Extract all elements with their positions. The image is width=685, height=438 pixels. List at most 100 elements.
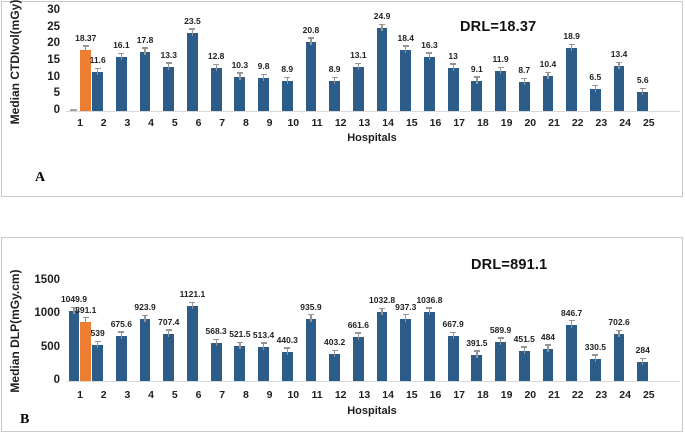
data-label-hospital-9: 513.4 — [252, 329, 275, 340]
error-bar-stem — [381, 24, 383, 31]
x-tick-label: 11 — [311, 117, 323, 129]
error-bar-stem — [499, 67, 502, 75]
bar-drl — [80, 321, 92, 381]
bar-hospital-14 — [376, 28, 388, 111]
y-tick-label: 5 — [53, 87, 60, 100]
data-label-hospital-8: 10.3 — [231, 59, 249, 70]
x-tick-label: 19 — [500, 117, 513, 129]
data-label-hospital-12: 8.9 — [328, 64, 341, 75]
data-label-hospital-5: 707.4 — [158, 316, 180, 327]
error-bar-stem — [523, 78, 525, 85]
bar-hospital-9 — [258, 346, 269, 381]
x-tick-label: 3 — [124, 389, 131, 401]
error-bar-cap — [82, 45, 89, 47]
y-tick-label: 1500 — [34, 274, 60, 286]
x-tick-label: 14 — [382, 117, 394, 129]
error-bar-stem — [452, 63, 454, 71]
bar-hospital-8 — [234, 76, 246, 111]
data-label-hospital-15: 18.4 — [397, 32, 415, 43]
error-bar-stem — [594, 85, 597, 93]
error-bar-cap — [70, 306, 77, 308]
data-label-hospital-11: 935.9 — [300, 301, 322, 312]
error-bar-cap — [165, 62, 172, 64]
data-label-hospital-25: 284 — [635, 345, 650, 356]
error-bar-stem — [168, 329, 170, 337]
data-label-hospital-19: 11.9 — [492, 54, 509, 65]
x-tick-label: 10 — [287, 117, 300, 129]
data-label-hospital-18: 391.5 — [466, 337, 488, 348]
y-tick-label: 25 — [47, 20, 60, 33]
error-bar-cap — [592, 354, 599, 356]
error-bar-cap — [189, 28, 196, 30]
error-bar-cap — [379, 307, 386, 310]
x-tick-label: 11 — [311, 389, 323, 401]
error-bar-cap — [307, 314, 314, 316]
data-label-hospital-15: 937.3 — [395, 301, 417, 312]
data-label-hospital-7: 568.3 — [205, 326, 227, 337]
error-bar-stem — [642, 358, 644, 366]
x-tick-label: 1 — [77, 389, 83, 401]
error-bar-cap — [260, 342, 267, 344]
error-bar-cap — [616, 61, 623, 64]
data-label-hospital-7: 12.8 — [207, 51, 225, 62]
bar-hospital-4 — [139, 51, 151, 111]
bar-hospital-25 — [637, 362, 649, 381]
x-tick-label: 6 — [195, 389, 202, 401]
x-tick-label: 10 — [287, 389, 300, 401]
bar-hospital-23 — [589, 89, 601, 111]
x-tick-label: 15 — [405, 389, 418, 401]
x-tick-label: 5 — [171, 117, 178, 129]
error-bar-cap — [568, 320, 575, 322]
x-tick-label: 18 — [477, 389, 489, 401]
error-bar-stem — [85, 45, 87, 53]
x-tick-label: 24 — [619, 117, 631, 129]
panel-b: Median DLP(mGy.cm) Hospitals DRL=891.1 B… — [1, 237, 683, 432]
data-label-hospital-3: 16.1 — [113, 40, 130, 51]
error-bar-stem — [286, 347, 288, 355]
bar-hospital-17 — [447, 336, 459, 381]
bar-hospital-12 — [329, 354, 341, 381]
error-bar-cap — [213, 63, 220, 66]
data-label-hospital-20: 8.7 — [518, 65, 531, 75]
x-tick-label: 4 — [148, 389, 155, 401]
error-bar-cap — [497, 66, 504, 69]
y-tick-label: 1000 — [34, 307, 60, 320]
error-bar-stem — [262, 74, 265, 82]
data-label-hospital-5: 13.3 — [160, 49, 178, 60]
error-bar-stem — [547, 344, 549, 352]
bar-hospital-22 — [566, 324, 578, 381]
error-bar-stem — [262, 342, 265, 350]
bar-hospital-13 — [352, 67, 364, 111]
bar-hospital-20 — [518, 350, 530, 381]
error-bar-cap — [592, 84, 599, 87]
data-label-hospital-21: 484 — [540, 331, 556, 342]
error-bar-stem — [85, 317, 87, 325]
error-bar-stem — [239, 342, 241, 350]
error-bar-stem — [168, 62, 170, 70]
error-bar-cap — [213, 338, 220, 340]
error-bar-stem — [642, 88, 644, 96]
x-tick-label: 12 — [334, 389, 347, 401]
data-label-hospital-14: 24.9 — [373, 11, 391, 21]
bar-hospital-23 — [589, 358, 601, 381]
error-bar-cap — [379, 23, 386, 25]
error-bar-cap — [402, 45, 409, 47]
data-label-hospital-11: 20.8 — [302, 24, 320, 35]
x-tick-label: 23 — [595, 117, 608, 129]
data-label-hospital-23: 6.5 — [589, 72, 602, 83]
bar-hospital-5 — [163, 333, 175, 381]
bar-hospital-13 — [352, 336, 364, 381]
bar-hospital-20 — [518, 82, 530, 111]
x-tick-label: 8 — [242, 389, 249, 401]
error-bar-cap — [331, 349, 338, 351]
data-label-hospital-4: 923.9 — [134, 302, 156, 313]
bar-hospital-7 — [210, 68, 222, 111]
error-bar-stem — [120, 331, 123, 339]
error-bar-cap — [426, 307, 433, 309]
error-bar-cap — [331, 76, 338, 79]
x-tick-label: 21 — [548, 117, 560, 129]
error-bar-stem — [571, 320, 573, 328]
bar-hospital-17 — [447, 67, 459, 111]
error-bar-stem — [357, 332, 360, 340]
